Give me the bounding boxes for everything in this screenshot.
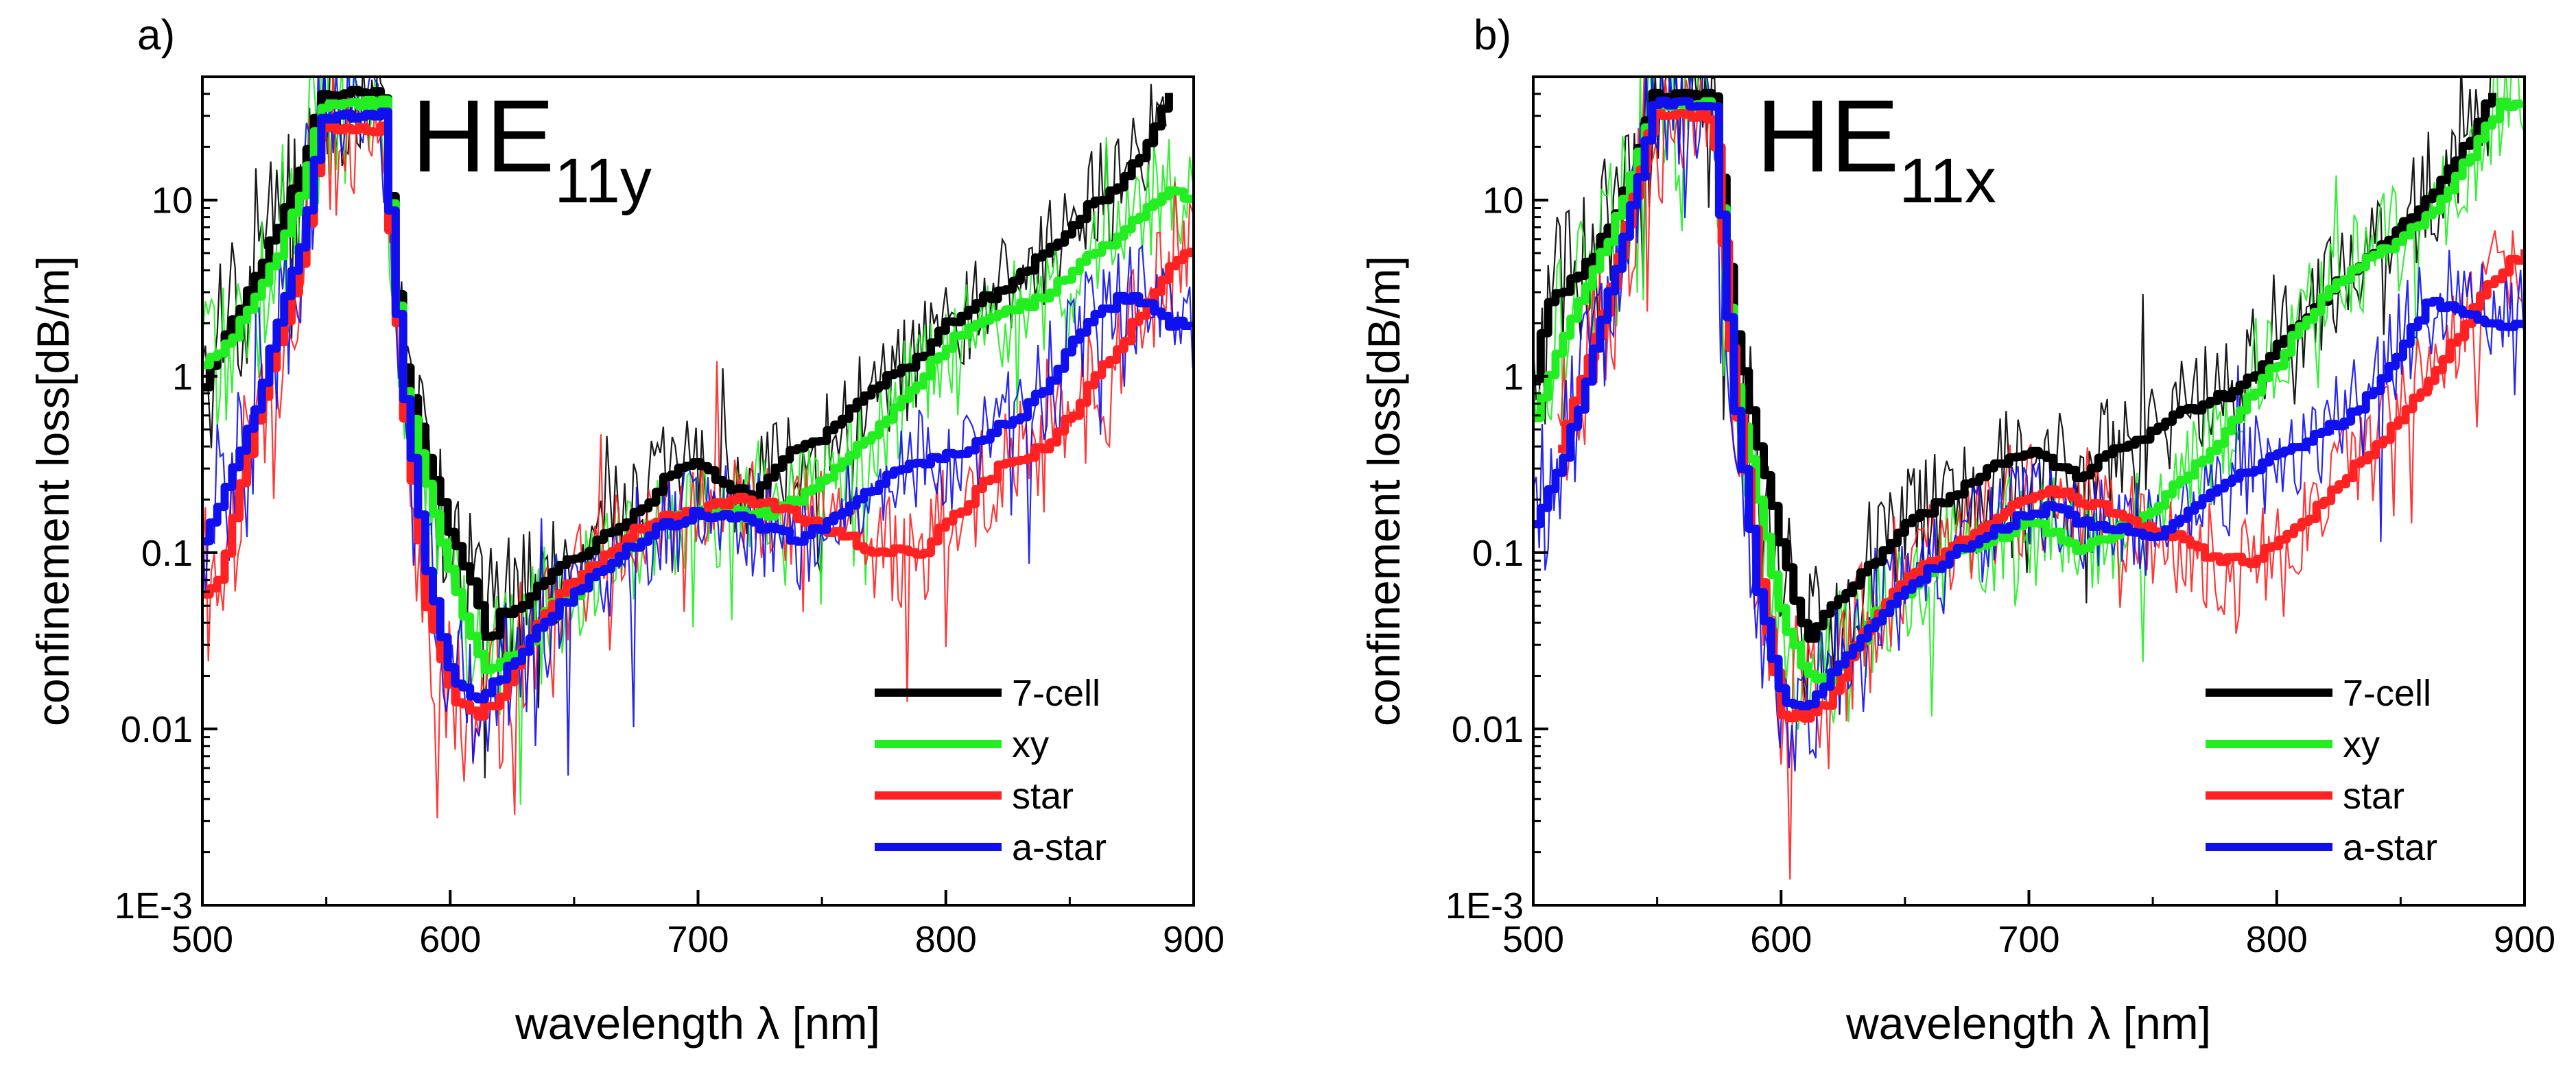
x-tick-label: 800 bbox=[915, 919, 977, 960]
y-tick-label: 0.1 bbox=[141, 533, 193, 574]
noisy-trace-7-cell bbox=[1533, 77, 2492, 716]
y-tick-label: 1 bbox=[1503, 357, 1524, 398]
panel-b: b) 500 600 700 800 900 1E-3 0.01 0.1 1 10 HE11x w… bbox=[1358, 12, 2555, 1049]
legend-label-7-cell: 7-cell bbox=[2343, 673, 2431, 714]
noisy-trace-a-star bbox=[1533, 77, 2525, 771]
x-tick-label: 800 bbox=[2246, 919, 2308, 960]
x-tick-label: 500 bbox=[172, 919, 233, 960]
y-tick-label: 1E-3 bbox=[1445, 885, 1524, 926]
panel-b-axes: 500 600 700 800 900 1E-3 0.01 0.1 1 10 bbox=[1445, 93, 2555, 960]
panel-b-mode-main: HE bbox=[1756, 78, 1899, 193]
panel-a-label: a) bbox=[137, 12, 175, 59]
panel-a-ylabel: confinement loss[dB/m] bbox=[27, 256, 78, 726]
panel-a-mode-label: HE11y bbox=[412, 78, 652, 216]
legend-label-7-cell: 7-cell bbox=[1012, 673, 1100, 714]
x-tick-label: 900 bbox=[1163, 919, 1225, 960]
panel-b-ylabel: confinement loss[dB/m] bbox=[1358, 256, 1409, 726]
legend-label-a-star: a-star bbox=[1012, 827, 1107, 868]
panel-b-mode-label: HE11x bbox=[1756, 78, 1996, 216]
x-tick-label: 700 bbox=[1998, 919, 2059, 960]
y-tick-label: 1E-3 bbox=[115, 885, 193, 926]
panel-b-mode-sub: 11x bbox=[1899, 146, 1996, 216]
y-tick-label: 0.01 bbox=[121, 709, 193, 750]
y-tick-label: 0.1 bbox=[1472, 533, 1524, 574]
legend-label-star: star bbox=[2343, 776, 2404, 817]
x-tick-label: 600 bbox=[419, 919, 481, 960]
panel-a: a) 500 600 700 800 900 1E-3 0.01 0.1 1 10 HE11y w… bbox=[27, 12, 1225, 1049]
legend-label-xy: xy bbox=[2343, 724, 2380, 765]
y-tick-label: 0.01 bbox=[1452, 709, 1524, 750]
panel-a-legend: 7-cell xy star a-star bbox=[875, 673, 1107, 868]
panel-a-xlabel: wavelength λ [nm] bbox=[515, 998, 880, 1049]
legend-label-xy: xy bbox=[1012, 724, 1049, 765]
series-line-7-cell bbox=[202, 86, 1173, 641]
panel-a-mode-main: HE bbox=[412, 78, 554, 193]
legend-label-star: star bbox=[1012, 776, 1074, 817]
x-tick-label: 900 bbox=[2494, 919, 2555, 960]
series-line-a-star bbox=[202, 107, 1194, 704]
x-tick-label: 700 bbox=[667, 919, 729, 960]
y-tick-label: 10 bbox=[152, 180, 193, 222]
panel-b-xlabel: wavelength λ [nm] bbox=[1845, 998, 2211, 1049]
series-line-a-star bbox=[1533, 96, 2525, 710]
y-tick-label: 10 bbox=[1482, 180, 1524, 222]
noisy-trace-7-cell bbox=[202, 77, 1167, 779]
panel-b-legend: 7-cell xy star a-star bbox=[2206, 673, 2437, 868]
panel-b-label: b) bbox=[1474, 12, 1511, 59]
x-tick-label: 600 bbox=[1750, 919, 1812, 960]
panel-a-axes: 500 600 700 800 900 1E-3 0.01 0.1 1 10 bbox=[115, 93, 1225, 960]
x-tick-label: 500 bbox=[1502, 919, 1564, 960]
y-tick-label: 1 bbox=[172, 357, 193, 398]
panel-a-mode-sub: 11y bbox=[554, 146, 652, 216]
legend-label-a-star: a-star bbox=[2343, 827, 2437, 868]
panel-b-series-lines bbox=[1533, 88, 2525, 723]
panel-a-series-lines bbox=[202, 86, 1194, 721]
